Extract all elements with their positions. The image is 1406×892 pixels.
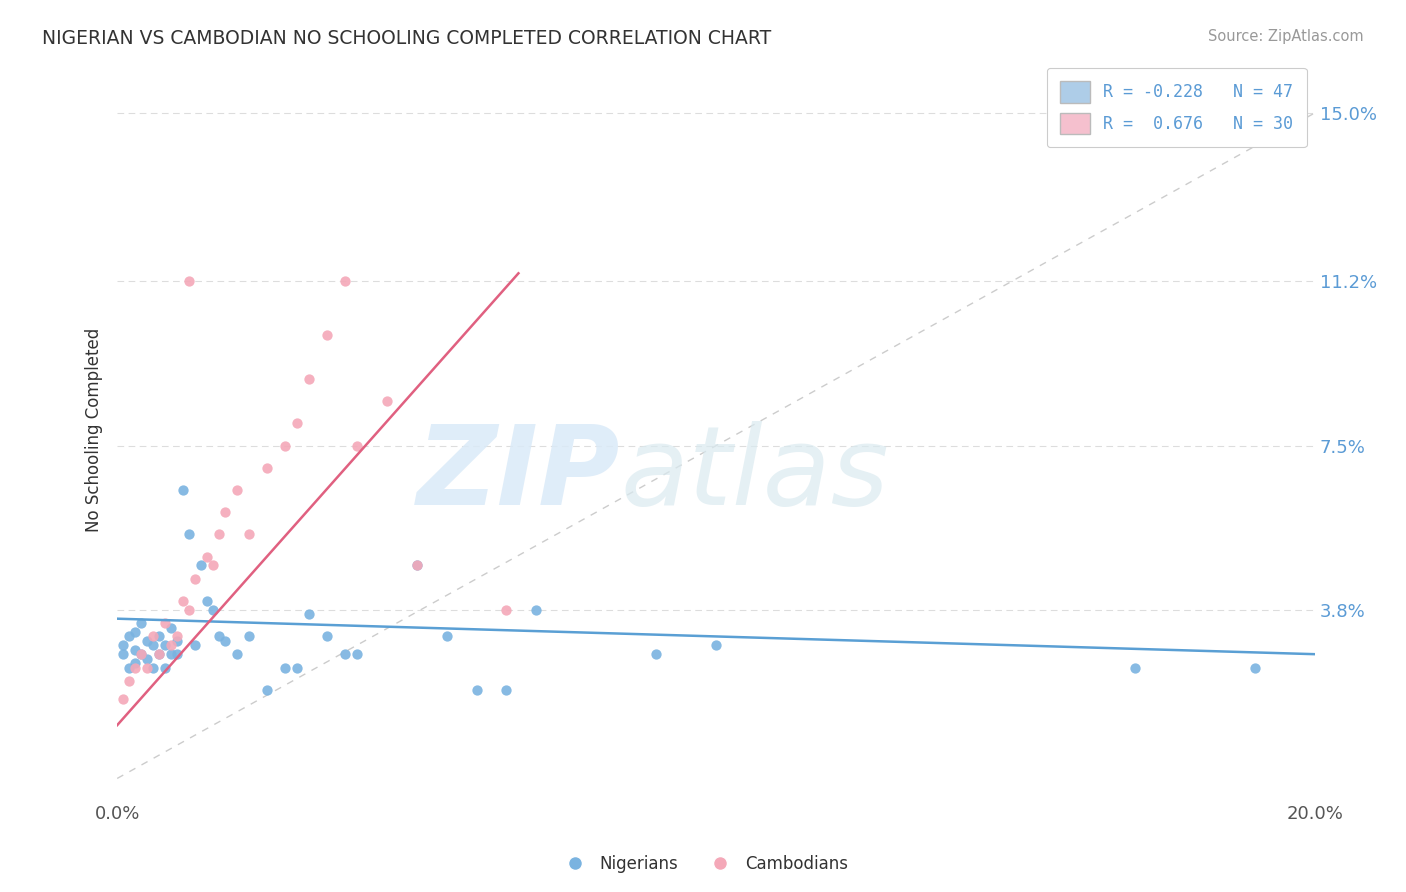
Point bbox=[177, 603, 200, 617]
Point bbox=[112, 691, 135, 706]
Point bbox=[148, 647, 170, 661]
Point bbox=[495, 682, 517, 697]
Point bbox=[208, 629, 231, 643]
Point bbox=[256, 682, 278, 697]
Point bbox=[129, 647, 152, 661]
Point bbox=[238, 629, 260, 643]
Point bbox=[148, 629, 170, 643]
Point bbox=[526, 603, 548, 617]
Point bbox=[136, 651, 159, 665]
Point bbox=[208, 527, 231, 541]
Legend: Nigerians, Cambodians: Nigerians, Cambodians bbox=[551, 848, 855, 880]
Point bbox=[202, 558, 225, 573]
Point bbox=[645, 647, 668, 661]
Point bbox=[315, 327, 337, 342]
Text: NIGERIAN VS CAMBODIAN NO SCHOOLING COMPLETED CORRELATION CHART: NIGERIAN VS CAMBODIAN NO SCHOOLING COMPL… bbox=[42, 29, 772, 47]
Point bbox=[112, 647, 135, 661]
Point bbox=[226, 483, 249, 497]
Point bbox=[118, 673, 141, 688]
Point bbox=[136, 660, 159, 674]
Point bbox=[436, 629, 458, 643]
Point bbox=[190, 558, 212, 573]
Point bbox=[166, 629, 188, 643]
Point bbox=[285, 660, 308, 674]
Point bbox=[298, 607, 321, 622]
Point bbox=[333, 647, 356, 661]
Point bbox=[375, 394, 398, 409]
Point bbox=[172, 594, 194, 608]
Point bbox=[274, 660, 297, 674]
Point bbox=[153, 616, 176, 631]
Point bbox=[124, 642, 146, 657]
Point bbox=[142, 660, 165, 674]
Point bbox=[238, 527, 260, 541]
Point bbox=[124, 625, 146, 640]
Point bbox=[274, 439, 297, 453]
Point bbox=[1123, 660, 1146, 674]
Text: atlas: atlas bbox=[620, 421, 889, 528]
Point bbox=[124, 660, 146, 674]
Point bbox=[129, 616, 152, 631]
Point bbox=[405, 558, 427, 573]
Point bbox=[195, 549, 218, 564]
Point bbox=[136, 633, 159, 648]
Text: ZIP: ZIP bbox=[416, 421, 620, 528]
Point bbox=[405, 558, 427, 573]
Point bbox=[226, 647, 249, 661]
Point bbox=[129, 647, 152, 661]
Point bbox=[142, 629, 165, 643]
Point bbox=[177, 527, 200, 541]
Point bbox=[214, 633, 236, 648]
Point bbox=[172, 483, 194, 497]
Point bbox=[184, 572, 207, 586]
Point bbox=[202, 603, 225, 617]
Point bbox=[160, 621, 183, 635]
Point bbox=[465, 682, 488, 697]
Point bbox=[315, 629, 337, 643]
Point bbox=[195, 594, 218, 608]
Point bbox=[166, 633, 188, 648]
Y-axis label: No Schooling Completed: No Schooling Completed bbox=[86, 328, 103, 533]
Point bbox=[495, 603, 517, 617]
Point bbox=[153, 638, 176, 652]
Legend: R = -0.228   N = 47, R =  0.676   N = 30: R = -0.228 N = 47, R = 0.676 N = 30 bbox=[1046, 68, 1306, 147]
Point bbox=[346, 647, 368, 661]
Point bbox=[118, 660, 141, 674]
Point bbox=[166, 647, 188, 661]
Point bbox=[118, 629, 141, 643]
Point bbox=[124, 656, 146, 670]
Point bbox=[1244, 660, 1267, 674]
Point bbox=[142, 638, 165, 652]
Point bbox=[214, 505, 236, 519]
Point bbox=[160, 638, 183, 652]
Point bbox=[153, 660, 176, 674]
Point bbox=[333, 275, 356, 289]
Point bbox=[704, 638, 727, 652]
Point bbox=[256, 460, 278, 475]
Point bbox=[184, 638, 207, 652]
Point bbox=[298, 372, 321, 386]
Text: Source: ZipAtlas.com: Source: ZipAtlas.com bbox=[1208, 29, 1364, 44]
Point bbox=[148, 647, 170, 661]
Point bbox=[177, 275, 200, 289]
Point bbox=[160, 647, 183, 661]
Point bbox=[285, 417, 308, 431]
Point bbox=[346, 439, 368, 453]
Point bbox=[112, 638, 135, 652]
